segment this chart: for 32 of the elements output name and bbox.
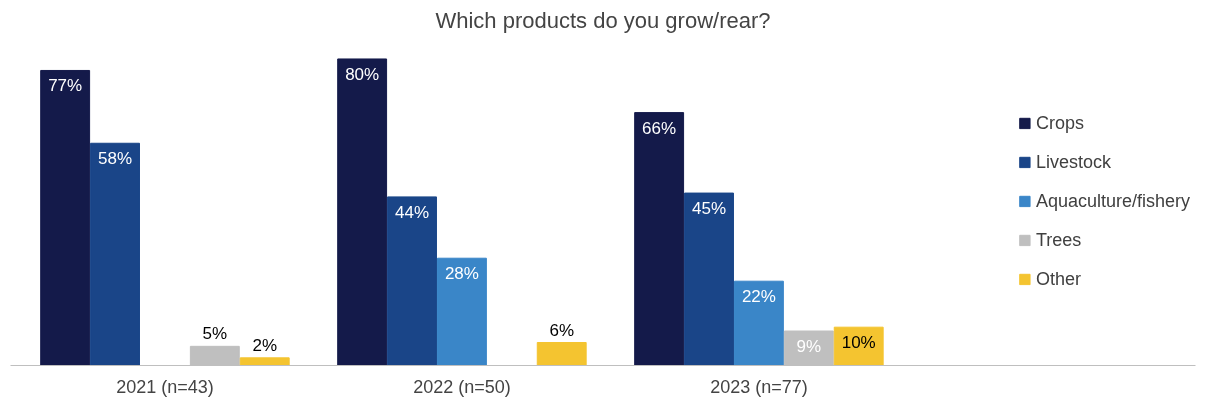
- bar: [40, 69, 91, 366]
- legend-label: Other: [1035, 268, 1081, 290]
- bar: [684, 192, 734, 366]
- legend-label: Aquaculture/fishery: [1035, 190, 1190, 212]
- bar: [436, 257, 487, 366]
- data-label: 80%: [345, 64, 380, 84]
- bar: [634, 112, 685, 366]
- data-label: 77%: [48, 76, 83, 96]
- bar: [536, 342, 587, 366]
- data-label: 44%: [395, 202, 430, 222]
- legend-label: Crops: [1035, 112, 1084, 134]
- legend-label: Livestock: [1035, 151, 1111, 173]
- x-tick-label: 2022 (n=50): [413, 376, 511, 397]
- bar: [733, 280, 784, 366]
- chart-title: Which products do you grow/rear?: [435, 7, 771, 33]
- data-label: 58%: [98, 149, 133, 169]
- data-label: 9%: [796, 337, 822, 357]
- data-label: 66%: [642, 118, 677, 138]
- data-label: 10%: [841, 333, 876, 353]
- bar: [387, 196, 437, 366]
- bar: [239, 357, 290, 366]
- data-label: 45%: [692, 199, 727, 219]
- data-label: 22%: [741, 287, 776, 307]
- data-label: 5%: [202, 324, 228, 344]
- bar: [337, 58, 388, 366]
- data-label: 6%: [549, 320, 575, 340]
- legend-label: Trees: [1035, 229, 1082, 251]
- data-label: 2%: [252, 335, 278, 355]
- x-tick-label: 2023 (n=77): [710, 376, 808, 397]
- bar: [90, 142, 140, 366]
- data-label: 28%: [444, 264, 479, 284]
- x-tick-label: 2021 (n=43): [116, 376, 214, 397]
